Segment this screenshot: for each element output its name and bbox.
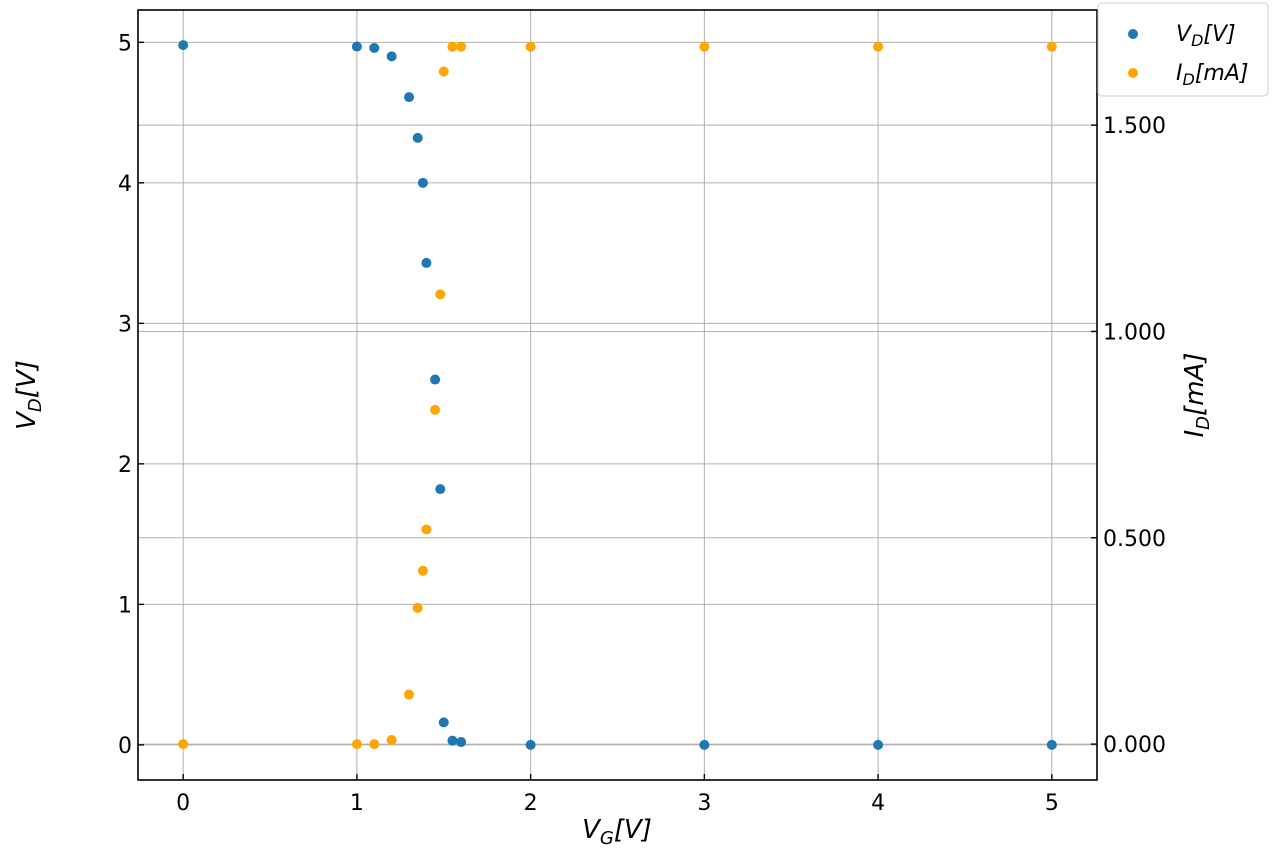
point-id [430,404,441,415]
point-vd [525,739,536,750]
y-right-tick-label: 0.500 [1103,527,1166,552]
point-vd [369,42,380,53]
point-vd [447,735,458,746]
legend-label-vd: VD[V] [1176,22,1236,50]
x-tick-label: 3 [697,791,711,816]
x-tick-label: 1 [350,791,364,816]
point-id [525,41,536,52]
point-vd [417,177,428,188]
point-vd [412,132,423,143]
point-vd [438,717,449,728]
x-axis-label-main: V [582,815,602,845]
legend-label-vd-main: V [1176,22,1193,47]
legend: VD[V] ID[mA] [1097,2,1269,97]
point-id [369,739,380,750]
x-tick-label: 2 [524,791,538,816]
legend-label-id-main: I [1176,61,1183,86]
y-axis-left-label-unit: [V] [12,360,42,398]
legend-marker-vd [1128,29,1138,39]
legend-label-vd-sub: D [1191,31,1203,50]
y-axis-right-label: ID[mA] [1180,353,1214,438]
y-left-tick-label: 1 [118,593,132,618]
point-vd [178,40,189,51]
x-axis-label-sub: G [600,828,614,849]
y-right-tick-label: 1.000 [1103,320,1166,345]
point-vd [873,739,884,750]
point-vd [435,484,446,495]
x-axis-label-unit: [V] [614,815,652,845]
point-id [178,739,189,750]
y-left-tick-label: 0 [118,734,132,759]
grid [138,10,1097,780]
x-axis-label: VG[V] [582,815,652,849]
x-tick-label: 0 [176,791,190,816]
y-left-tick-label: 2 [118,453,132,478]
y-axis-right-label-main: I [1180,430,1210,438]
y-axis-left-label-sub: D [25,398,46,412]
point-vd [404,92,415,103]
y-left-tick-label: 5 [118,31,132,56]
y-left-tick-label: 3 [118,312,132,337]
point-vd [699,739,710,750]
point-id [456,41,467,52]
x-tick-label: 5 [1045,791,1059,816]
data-points [178,40,1057,750]
point-id [873,41,884,52]
point-id [351,739,362,750]
y-axis-left-label-main: V [12,410,42,430]
y-axis-left-label: VD[V] [12,360,46,430]
y-left-tick-label: 4 [118,172,132,197]
legend-label-vd-unit: [V] [1203,22,1235,47]
point-vd [430,374,441,385]
point-id [417,565,428,576]
point-id [438,66,449,77]
point-vd [1046,739,1057,750]
legend-label-id: ID[mA] [1176,61,1248,89]
point-vd [351,41,362,52]
plot-frame [137,9,1098,781]
point-vd [421,257,432,268]
point-id [1046,41,1057,52]
y-right-tick-label: 0.000 [1103,733,1166,758]
legend-label-id-sub: D [1183,70,1195,89]
ticks: 0 1 2 3 4 5 0 1 2 3 4 5 0.000 0.500 1.000 1.500 [118,31,1166,816]
point-id [447,41,458,52]
point-id [421,524,432,535]
y-axis-right-label-sub: D [1193,416,1214,430]
point-id [412,602,423,613]
point-id [386,734,397,745]
legend-marker-id [1128,68,1138,78]
point-id [699,41,710,52]
point-id [404,689,415,700]
point-vd [456,737,467,748]
point-vd [386,51,397,62]
legend-box [1097,2,1269,97]
y-axis-right-label-unit: [mA] [1180,353,1210,416]
legend-label-id-unit: [mA] [1195,61,1249,86]
y-right-tick-label: 1.500 [1103,114,1166,139]
x-tick-label: 4 [871,791,885,816]
point-id [435,289,446,300]
